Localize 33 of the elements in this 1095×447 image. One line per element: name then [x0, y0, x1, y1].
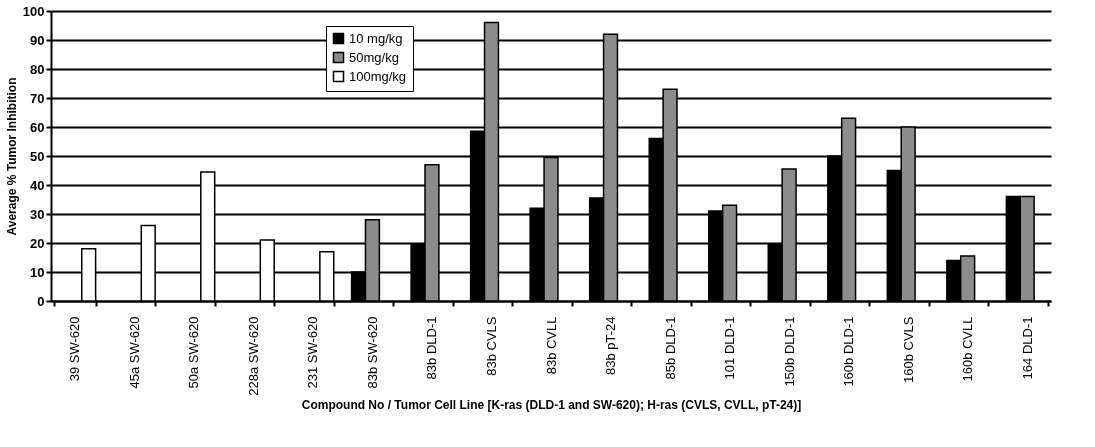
x-axis-title: Compound No / Tumor Cell Line [K-ras (DLD-1 and SW-620); H-ras (CVLS, CVLL, pT-24)]: [301, 397, 802, 412]
y-tick-label: 50: [30, 148, 45, 164]
legend-label: 10 mg/kg: [349, 30, 403, 46]
x-tick-label: 39 SW-620: [67, 316, 83, 382]
x-tick-label: 83b DLD-1: [424, 316, 440, 380]
x-tick-label: 160b CVLL: [960, 316, 976, 382]
x-tick-label: 83b CVLS: [483, 316, 499, 376]
y-tick-label: 80: [30, 61, 45, 77]
y-tick-label: 90: [30, 32, 45, 48]
y-tick-label: 10: [30, 264, 45, 280]
y-tick-label: 100: [22, 3, 45, 19]
y-tick-label: 60: [30, 119, 45, 135]
y-tick-label: 30: [30, 206, 45, 222]
x-tick-label: 50a SW-620: [186, 316, 202, 389]
x-tick-label: 150b DLD-1: [781, 316, 797, 387]
x-tick-label: 231 SW-620: [305, 316, 321, 389]
x-tick-label: 45a SW-620: [126, 316, 142, 389]
y-axis-title: Average % Tumor Inhibition: [4, 77, 19, 236]
x-tick-label: 160b DLD-1: [841, 316, 857, 387]
x-tick-label: 83b SW-620: [364, 316, 380, 389]
x-tick-label: 83b pT-24: [603, 316, 619, 376]
x-tick-label: 85b DLD-1: [662, 316, 678, 380]
y-tick-label: 70: [30, 90, 45, 106]
x-tick-label: 164 DLD-1: [1019, 316, 1035, 380]
legend-label: 50mg/kg: [349, 49, 399, 65]
y-tick-label: 40: [30, 177, 45, 193]
y-tick-label: 20: [30, 235, 45, 251]
x-tick-label: 160b CVLS: [900, 316, 916, 383]
legend-label: 100mg/kg: [349, 68, 407, 84]
x-tick-label: 101 DLD-1: [722, 316, 738, 380]
x-tick-label: 83b CVLL: [543, 316, 559, 375]
x-tick-label: 228a SW-620: [245, 316, 261, 396]
y-tick-label: 0: [37, 293, 45, 309]
